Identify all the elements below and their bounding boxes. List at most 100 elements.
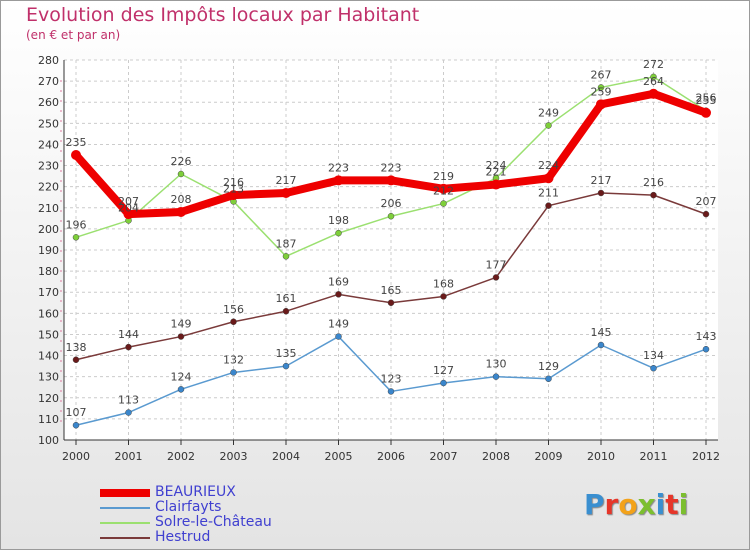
data-point-solre-le-ch-teau	[177, 170, 185, 178]
data-label-beaurieux: 217	[276, 174, 297, 187]
logo-letter: r	[604, 488, 619, 521]
data-label-solre-le-ch-teau: 204	[118, 201, 139, 214]
data-label-beaurieux: 264	[643, 75, 664, 88]
data-point-hestrud	[440, 293, 447, 300]
data-label-clairfayts: 107	[66, 406, 87, 419]
data-point-solre-le-ch-teau	[650, 73, 657, 81]
data-point-hestrud	[72, 356, 80, 364]
x-tick-label: 2007	[430, 450, 458, 463]
data-label-beaurieux: 207	[118, 195, 139, 208]
data-label-hestrud: 207	[696, 195, 717, 208]
logo-letter: o	[618, 488, 638, 521]
data-point-solre-le-ch-teau	[282, 253, 290, 260]
data-label-hestrud: 217	[591, 174, 612, 187]
data-point-beaurieux	[438, 183, 449, 194]
data-label-solre-le-ch-teau: 187	[276, 237, 297, 250]
data-point-clairfayts	[545, 375, 552, 383]
data-label-hestrud: 168	[433, 277, 454, 290]
y-tick-label: 180	[38, 265, 59, 278]
legend-label-clairfayts: Clairfayts	[155, 499, 222, 515]
legend-label-beaurieux: BEAURIEUX	[155, 484, 236, 500]
data-label-beaurieux: 259	[591, 85, 612, 98]
data-point-beaurieux	[228, 190, 239, 201]
data-label-clairfayts: 123	[381, 372, 402, 385]
x-tick-label: 2011	[640, 450, 668, 463]
data-point-beaurieux	[123, 209, 134, 220]
logo-letter: t	[665, 488, 679, 521]
data-point-hestrud	[230, 318, 237, 326]
x-tick-label: 2000	[62, 450, 90, 463]
data-label-clairfayts: 124	[171, 370, 192, 383]
legend-swatch-hestrud	[100, 537, 150, 539]
data-label-hestrud: 156	[223, 303, 244, 316]
y-tick-label: 260	[38, 96, 59, 109]
y-tick-label: 220	[38, 181, 59, 194]
data-label-clairfayts: 127	[433, 364, 454, 377]
data-label-beaurieux: 223	[381, 161, 402, 174]
data-point-solre-le-ch-teau	[597, 84, 605, 91]
data-label-hestrud: 165	[381, 284, 402, 297]
data-label-solre-le-ch-teau: 196	[66, 218, 87, 231]
data-label-clairfayts: 130	[486, 358, 507, 371]
data-point-clairfayts	[597, 341, 605, 349]
legend-label-hestrud: Hestrud	[155, 529, 211, 545]
data-point-clairfayts	[650, 364, 657, 372]
logo-letter: i	[678, 488, 689, 521]
data-label-hestrud: 211	[538, 187, 559, 200]
data-label-beaurieux: 216	[223, 176, 244, 189]
logo-letter: P	[584, 488, 605, 521]
x-tick-label: 2009	[535, 450, 563, 463]
y-tick-label: 200	[38, 223, 59, 236]
data-point-solre-le-ch-teau	[387, 212, 395, 220]
chart-subtitle: (en € et par an)	[26, 28, 121, 42]
data-point-hestrud	[545, 202, 552, 209]
data-label-hestrud: 149	[171, 318, 192, 331]
data-point-beaurieux	[176, 207, 186, 217]
y-tick-label: 160	[38, 307, 59, 320]
y-tick-label: 110	[38, 413, 59, 426]
data-label-solre-le-ch-teau: 213	[223, 182, 244, 195]
data-point-clairfayts	[177, 386, 185, 393]
data-point-clairfayts	[492, 373, 500, 380]
data-label-solre-le-ch-teau: 212	[433, 185, 454, 198]
x-tick-label: 2005	[325, 450, 353, 463]
y-tick-label: 230	[38, 160, 59, 173]
data-label-solre-le-ch-teau: 206	[381, 197, 402, 210]
data-label-clairfayts: 129	[538, 360, 559, 373]
data-label-hestrud: 144	[118, 328, 139, 341]
y-tick-label: 190	[38, 244, 59, 257]
data-label-solre-le-ch-teau: 272	[643, 58, 664, 71]
data-label-hestrud: 177	[486, 258, 507, 271]
data-point-clairfayts	[72, 421, 80, 429]
legend-swatch-solre	[100, 522, 150, 524]
data-point-hestrud	[177, 333, 185, 340]
proxiti-logo: Proxiti	[584, 488, 688, 521]
data-label-beaurieux: 208	[171, 193, 192, 206]
y-tick-label: 140	[38, 350, 59, 363]
data-point-beaurieux	[491, 179, 501, 190]
data-label-clairfayts: 145	[591, 326, 612, 339]
x-tick-label: 2001	[115, 450, 143, 463]
x-tick-label: 2003	[220, 450, 248, 463]
data-point-beaurieux	[71, 150, 81, 160]
legend-swatch-clairfayts	[100, 507, 150, 509]
data-point-beaurieux	[281, 188, 291, 198]
y-tick-label: 130	[38, 371, 59, 384]
data-label-clairfayts: 149	[328, 318, 349, 331]
data-point-beaurieux	[543, 173, 554, 184]
x-tick-label: 2002	[167, 450, 195, 463]
data-point-beaurieux	[386, 175, 396, 186]
data-point-hestrud	[597, 189, 605, 197]
x-tick-label: 2006	[377, 450, 405, 463]
data-label-clairfayts: 143	[696, 330, 717, 343]
data-point-solre-le-ch-teau	[545, 122, 552, 129]
data-point-hestrud	[650, 191, 657, 199]
y-tick-label: 250	[38, 117, 59, 130]
data-point-hestrud	[282, 307, 290, 315]
data-point-beaurieux	[596, 99, 606, 110]
data-label-hestrud: 169	[328, 275, 349, 288]
data-label-clairfayts: 134	[643, 349, 664, 362]
data-point-hestrud	[702, 210, 710, 218]
legend-label-solre: Solre-le-Château	[155, 514, 272, 530]
y-tick-label: 150	[38, 328, 59, 341]
